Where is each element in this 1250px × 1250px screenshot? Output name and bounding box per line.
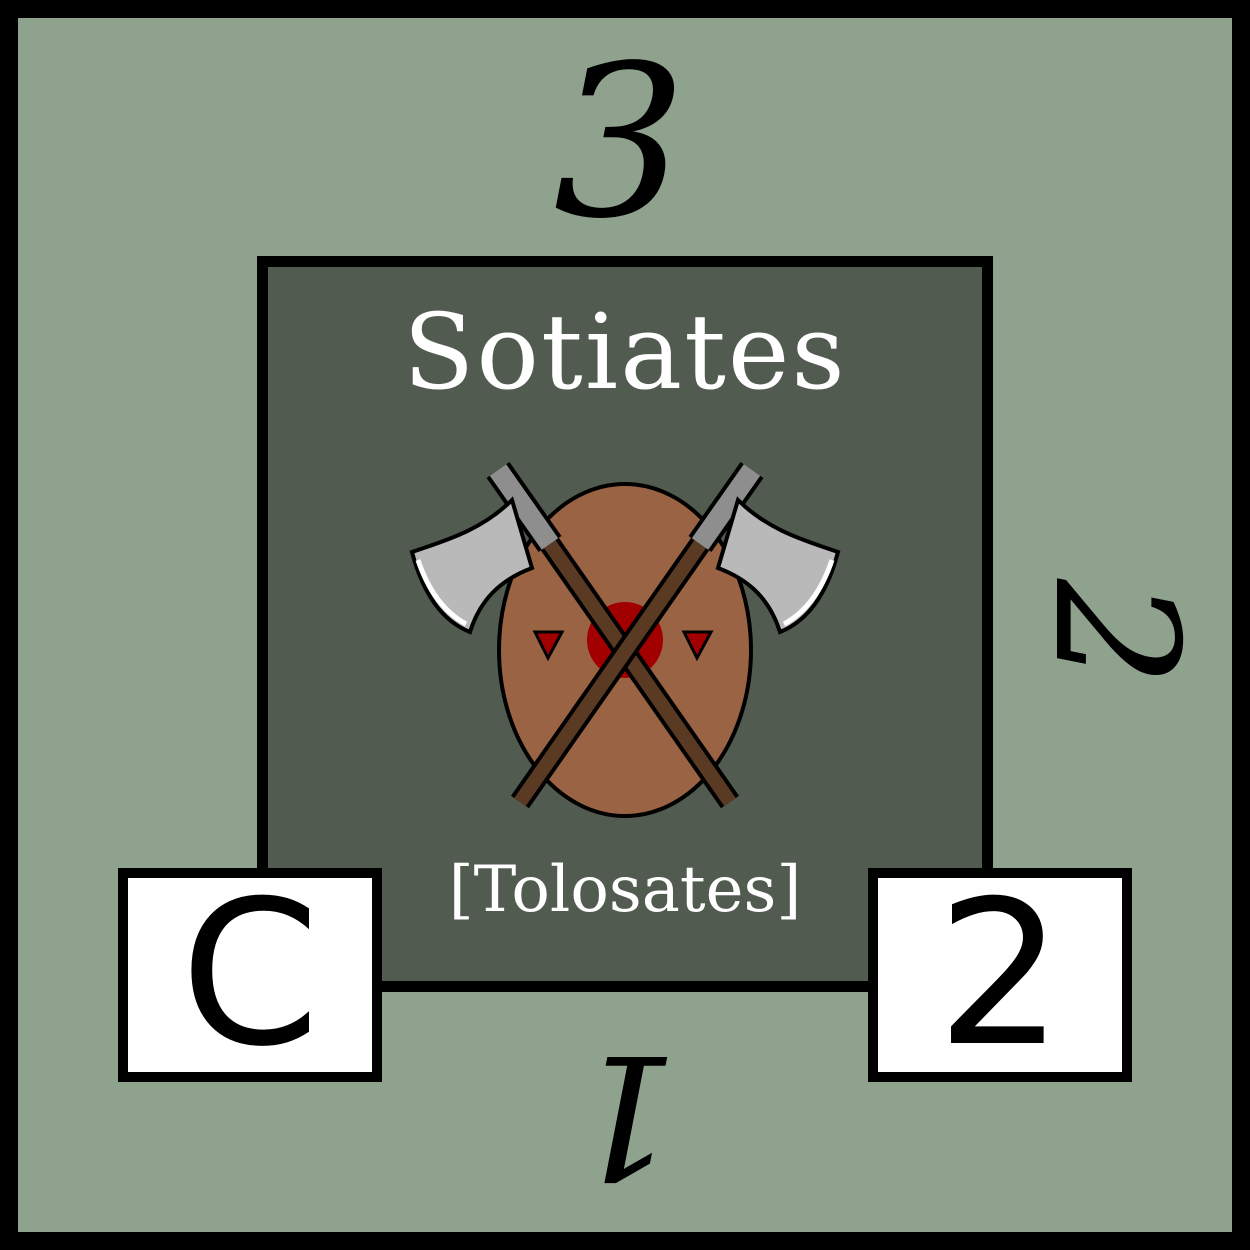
corner-box-left: C <box>118 868 382 1082</box>
shield-right-triangle-icon <box>681 630 714 662</box>
edge-number-top: 3 <box>553 20 687 265</box>
shield-left-triangle-icon <box>532 630 565 662</box>
left-axe-icon <box>409 461 740 809</box>
tribe-subtitle: [Tolosates] <box>448 853 802 927</box>
crossed-axes-shield-icon <box>409 461 841 818</box>
corner-box-right: 2 <box>868 868 1132 1082</box>
edge-number-bottom: 1 <box>570 1016 680 1214</box>
edge-number-right: 2 <box>1016 578 1214 688</box>
tribe-title: Sotiates <box>403 291 847 413</box>
right-axe-icon <box>510 461 841 809</box>
